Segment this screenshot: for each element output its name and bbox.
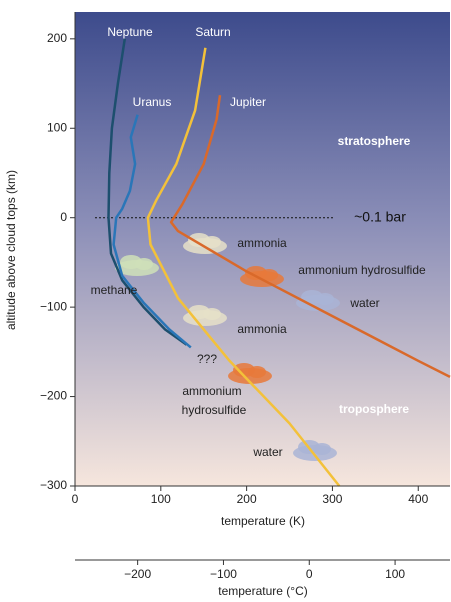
series-label: Jupiter <box>230 95 266 109</box>
series-label: Neptune <box>107 25 153 39</box>
annotation: methane <box>91 283 138 297</box>
annotation: ammonia <box>237 236 287 250</box>
y-tick-label: −300 <box>40 478 67 492</box>
x2-tick-label: −100 <box>210 567 237 581</box>
x-tick-label: 0 <box>72 492 79 506</box>
y-tick-label: 100 <box>47 120 67 134</box>
annotation: hydrosulfide <box>182 403 247 417</box>
x-tick-label: 200 <box>237 492 257 506</box>
annotation: ammonium <box>182 384 241 398</box>
x-tick-label: 400 <box>408 492 428 506</box>
x-tick-label: 300 <box>322 492 342 506</box>
cloud <box>248 366 266 378</box>
cloud <box>203 308 221 320</box>
annotation: ammonia <box>237 322 287 336</box>
annotation: ??? <box>197 352 217 366</box>
series-label: Uranus <box>133 95 172 109</box>
cloud <box>316 293 334 305</box>
x2-axis-title: temperature (°C) <box>218 584 308 598</box>
annotation: water <box>349 296 379 310</box>
y-axis-title: altitude above cloud tops (km) <box>4 170 18 330</box>
annotation: ammonium hydrosulfide <box>298 263 426 277</box>
cloud <box>135 258 153 270</box>
y-tick-label: −100 <box>40 299 67 313</box>
y-tick-label: 0 <box>60 210 67 224</box>
x-tick-label: 100 <box>151 492 171 506</box>
x-axis-title: temperature (K) <box>221 514 305 528</box>
annotation: troposphere <box>339 402 409 416</box>
chart: Neptune Saturn Uranus Jupiter stratosphere tr… <box>0 0 451 602</box>
annotation: ~0.1 bar <box>354 209 406 225</box>
cloud <box>313 443 331 455</box>
series-label: Saturn <box>195 25 230 39</box>
x2-tick-label: −200 <box>124 567 151 581</box>
x2-tick-label: 0 <box>306 567 313 581</box>
annotation: stratosphere <box>338 134 411 148</box>
y-tick-label: −200 <box>40 389 67 403</box>
annotation: water <box>252 445 282 459</box>
y-tick-label: 200 <box>47 31 67 45</box>
x2-tick-label: 100 <box>385 567 405 581</box>
